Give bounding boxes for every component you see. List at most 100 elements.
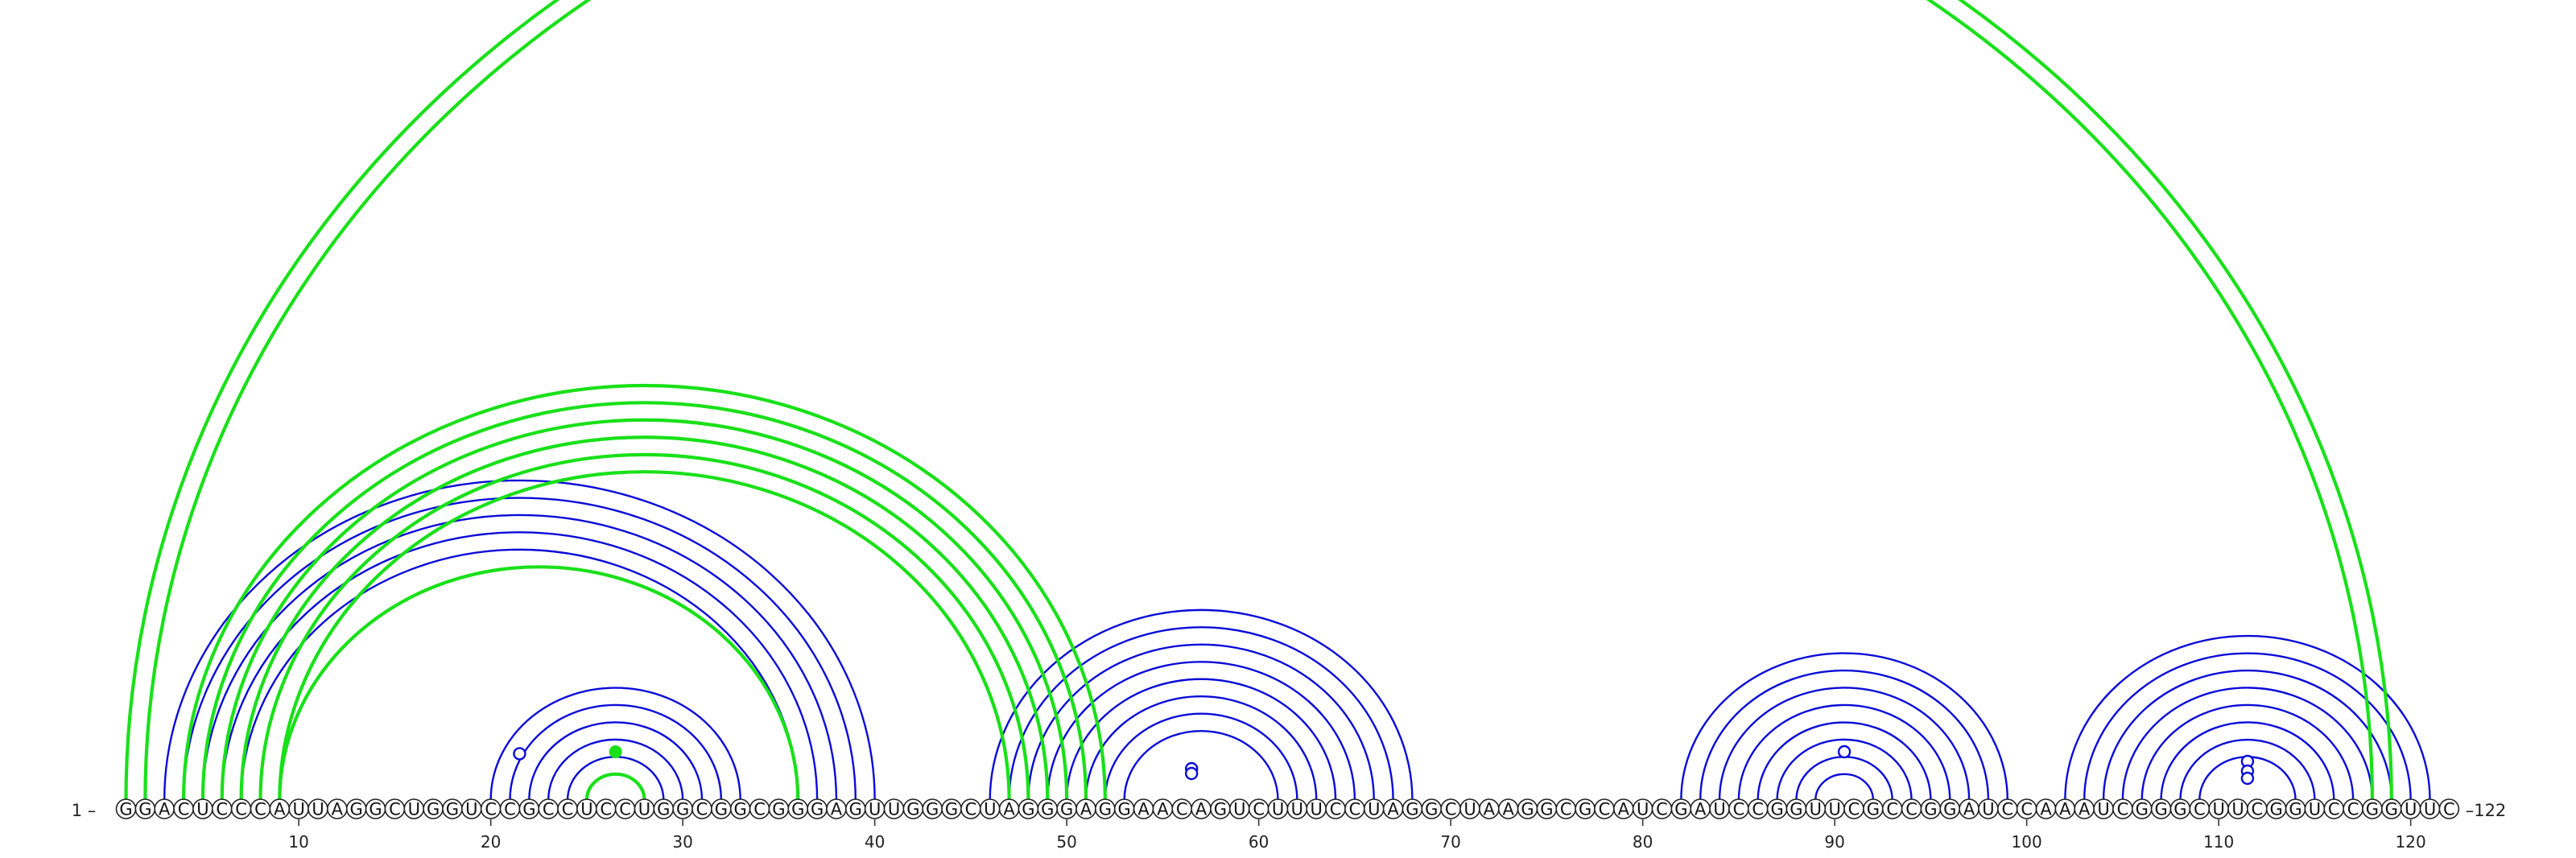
nucleotide-letter: G — [1406, 800, 1418, 819]
nucleotide-letter: A — [1195, 800, 1208, 819]
nucleotide: A — [1479, 798, 1500, 819]
nucleotide-letter: U — [292, 800, 304, 819]
nucleotide-letter: G — [2270, 800, 2283, 819]
nucleotide: U — [2419, 798, 2441, 819]
nucleotide-letter: C — [2001, 800, 2013, 819]
green-pair-arc — [258, 452, 1030, 801]
tick-label: 60 — [1249, 832, 1269, 852]
nucleotide: C — [1440, 798, 1461, 819]
nucleotide: G — [1863, 798, 1884, 819]
nucleotide-letter: G — [849, 800, 862, 819]
nucleotide: U — [1363, 798, 1385, 819]
green-pair-arc — [278, 565, 800, 801]
nucleotide-letter: G — [1521, 800, 1534, 819]
nucleotide: G — [1939, 798, 1961, 819]
blue-pair-arc — [1699, 669, 1990, 801]
nucleotide-letter: A — [1695, 800, 1707, 819]
nucleotide-letter: G — [1540, 800, 1553, 819]
nucleotide-letter: C — [1253, 800, 1265, 819]
nucleotide-letter: G — [772, 800, 785, 819]
nucleotide: U — [1286, 798, 1308, 819]
start-position-label: 1 – — [72, 801, 97, 820]
nucleotide-letter: C — [2252, 800, 2264, 819]
nucleotide-letter: U — [465, 800, 477, 819]
nucleotide-letter: G — [1790, 800, 1802, 819]
nucleotide: C — [230, 798, 252, 819]
nucleotide: U — [1229, 798, 1250, 819]
nucleotide: C — [1651, 798, 1673, 819]
nucleotide: G — [2169, 798, 2191, 819]
blue-pair-arc — [182, 497, 857, 801]
nucleotide: U — [883, 798, 905, 819]
nucleotide: A — [1690, 798, 1711, 819]
nucleotide-letter: G — [1099, 800, 1112, 819]
nucleotide-letter: C — [504, 800, 516, 819]
blue-pair-arc — [1008, 626, 1394, 801]
nucleotide: U — [1632, 798, 1653, 819]
nucleotide-letter: U — [1828, 800, 1840, 819]
nucleotide-letter: G — [945, 800, 958, 819]
nucleotide-letter: C — [1905, 800, 1918, 819]
blue-pair-arc — [528, 721, 704, 801]
nucleotide-letter: G — [2174, 800, 2186, 819]
nucleotide: C — [1728, 798, 1749, 819]
nucleotide: C — [1997, 798, 2018, 819]
nucleotide-letter: A — [2040, 800, 2052, 819]
nucleotide-letter: C — [254, 800, 266, 819]
nucleotide-letter: U — [1637, 800, 1649, 819]
nucleotide: G — [941, 798, 962, 819]
nucleotide: G — [442, 798, 463, 819]
blue-pair-arc — [489, 687, 741, 801]
nucleotide: U — [308, 798, 328, 819]
nucleotide-letter: G — [350, 800, 363, 819]
nucleotide: C — [557, 798, 578, 819]
nucleotide-letter: C — [1445, 800, 1457, 819]
nucleotide: U — [2400, 798, 2421, 819]
nucleotide: U — [979, 798, 1001, 819]
nucleotide-letter: G — [2385, 800, 2398, 819]
nucleotide-letter: U — [580, 800, 592, 819]
tick-label: 30 — [672, 832, 692, 852]
nucleotide-letter: A — [1137, 800, 1150, 819]
nucleotide: U — [864, 798, 886, 819]
nucleotide-letter: G — [1425, 800, 1438, 819]
nucleotide: C — [1171, 798, 1193, 819]
blue-pair-arc — [201, 514, 838, 801]
nucleotide-letter: C — [1752, 800, 1764, 819]
green-pair-arc — [278, 470, 1011, 801]
nucleotide-letter: G — [2154, 800, 2167, 819]
nucleotide-letter: C — [696, 800, 708, 819]
nucleotide: C — [2247, 798, 2268, 819]
nucleotide-letter: U — [1463, 800, 1476, 819]
nucleotide: U — [2304, 798, 2326, 819]
nucleotide: C — [1248, 798, 1269, 819]
nucleotide-letter: U — [2212, 800, 2224, 819]
nucleotide: C — [2016, 798, 2037, 819]
nucleotide-letter: G — [811, 800, 824, 819]
nucleotide-letter: A — [1003, 800, 1015, 819]
nucleotide: G — [1095, 798, 1116, 819]
nucleotide: G — [1402, 798, 1423, 819]
nucleotide-letter: G — [1060, 800, 1073, 819]
nucleotide: G — [1517, 798, 1538, 819]
blue-pair-arc — [585, 773, 646, 801]
nucleotide-letter: C — [1349, 800, 1361, 819]
nucleotide-letter: U — [196, 800, 208, 819]
nucleotide-letter: C — [216, 800, 228, 819]
blue-pair-arc — [1123, 730, 1279, 801]
blue-pair-arc — [2140, 703, 2355, 801]
position-axis: 10 20 30 40 50 60 70 80 90 100 110 120 — [288, 819, 2426, 852]
nucleotide-letter: G — [119, 800, 132, 819]
nucleotide: C — [2189, 798, 2211, 819]
blue-pair-arc — [566, 756, 665, 801]
filled-marker — [609, 745, 622, 758]
nucleotide-letter: G — [2289, 800, 2301, 819]
tick-label: 40 — [865, 832, 885, 852]
nucleotide-letter: U — [2405, 800, 2417, 819]
nucleotide: U — [576, 798, 597, 819]
nucleotide-letter: G — [734, 800, 747, 819]
tick-label: 90 — [1824, 832, 1844, 852]
nucleotide: C — [1594, 798, 1615, 819]
nucleotide-letter: A — [1157, 800, 1169, 819]
